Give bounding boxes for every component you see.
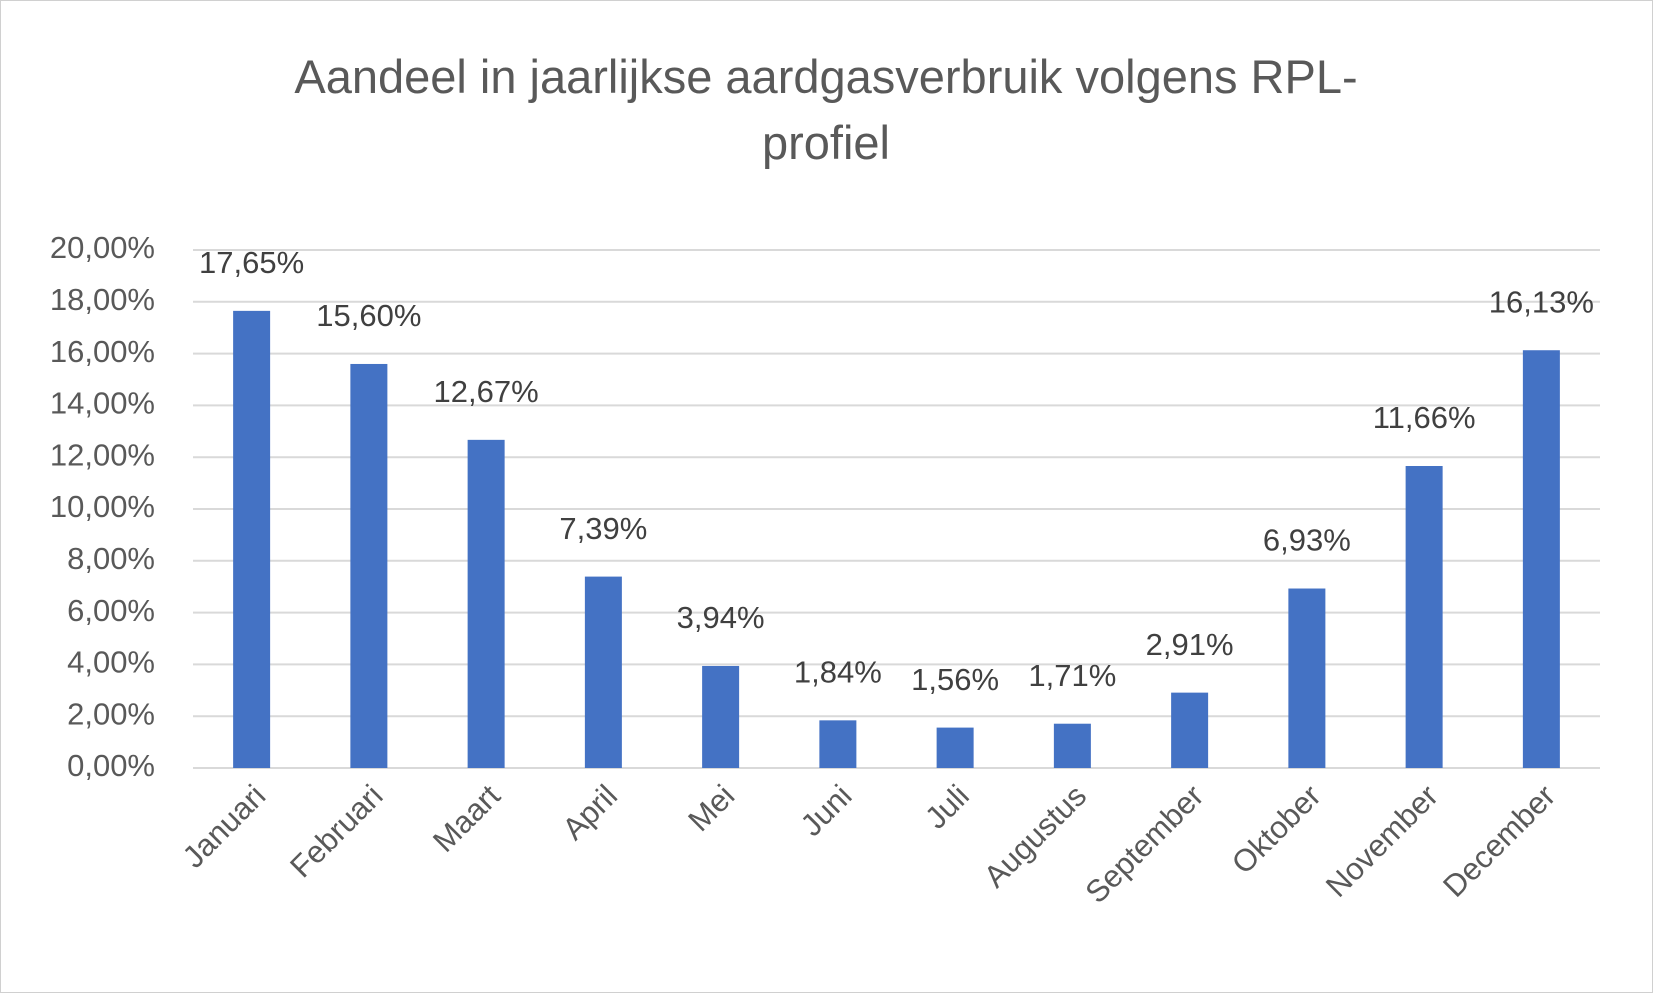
value-label: 1,84% <box>794 655 882 690</box>
x-tick-label: Mei <box>681 778 741 838</box>
y-tick-label: 12,00% <box>50 437 155 472</box>
bar <box>936 727 974 768</box>
x-tick-label: Oktober <box>1225 778 1328 881</box>
bar <box>1522 350 1560 768</box>
bar <box>584 576 622 768</box>
x-tick-label: April <box>556 778 625 847</box>
value-label: 1,71% <box>1028 658 1116 693</box>
value-label: 3,94% <box>677 600 765 635</box>
x-tick-label: September <box>1078 778 1210 910</box>
bar <box>1405 466 1443 768</box>
value-label: 16,13% <box>1489 284 1594 319</box>
y-tick-label: 14,00% <box>50 386 155 421</box>
x-tick-label: Februari <box>283 778 389 884</box>
value-label: 17,65% <box>199 245 304 280</box>
value-label: 6,93% <box>1263 523 1351 558</box>
x-tick-label: November <box>1319 778 1445 904</box>
bar <box>233 310 271 768</box>
y-tick-label: 6,00% <box>67 593 155 628</box>
y-tick-label: 2,00% <box>67 696 155 731</box>
x-tick-label: Augustus <box>977 778 1093 894</box>
x-tick-label: Maart <box>426 778 507 859</box>
y-tick-label: 8,00% <box>67 541 155 576</box>
bar <box>819 720 857 768</box>
y-tick-label: 4,00% <box>67 645 155 680</box>
y-tick-label: 20,00% <box>50 230 155 265</box>
value-label: 12,67% <box>434 374 539 409</box>
y-tick-label: 16,00% <box>50 334 155 369</box>
x-tick-label: Juni <box>794 778 859 843</box>
y-tick-label: 10,00% <box>50 489 155 524</box>
value-label: 1,56% <box>911 662 999 697</box>
bar <box>702 665 740 768</box>
bar <box>1171 692 1209 768</box>
x-tick-label: December <box>1436 778 1562 904</box>
bar <box>1288 588 1326 768</box>
bar <box>350 363 388 768</box>
value-label: 15,60% <box>316 298 421 333</box>
value-label: 11,66% <box>1373 400 1476 435</box>
value-label: 2,91% <box>1146 627 1234 662</box>
value-label: 7,39% <box>559 511 647 546</box>
y-tick-label: 18,00% <box>50 282 155 317</box>
bar <box>467 439 505 768</box>
bar <box>1053 723 1091 768</box>
chart-title: Aandeel in jaarlijkse aardgasverbruik vo… <box>294 50 1358 169</box>
x-tick-label: Januari <box>176 778 273 875</box>
y-tick-label: 0,00% <box>67 748 155 783</box>
x-tick-label: Juli <box>918 778 976 836</box>
